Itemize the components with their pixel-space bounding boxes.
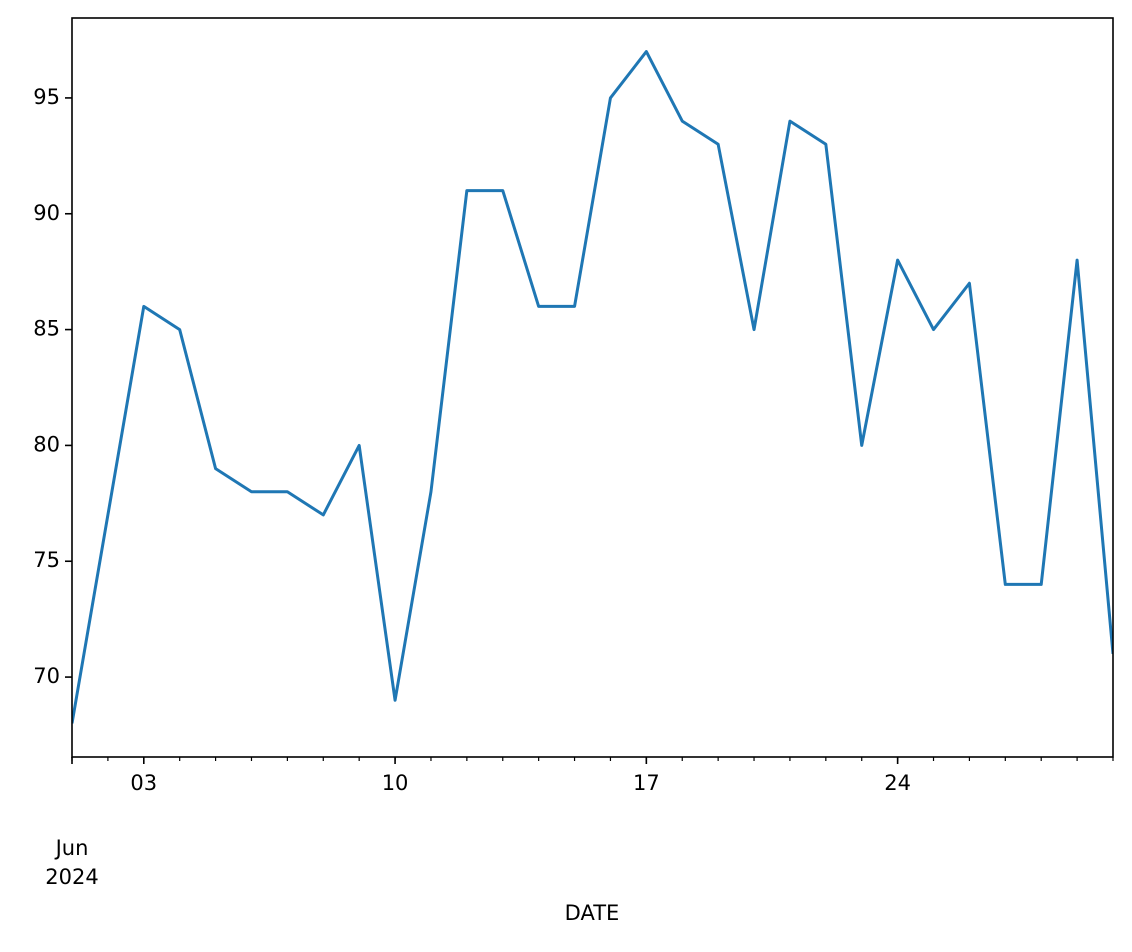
x-tick-label: 24 xyxy=(884,771,911,795)
x-period-label: Jun xyxy=(54,836,89,860)
x-tick-label: 17 xyxy=(633,771,660,795)
x-period-label: 2024 xyxy=(45,865,98,889)
y-tick-label: 70 xyxy=(33,664,60,688)
y-tick-label: 75 xyxy=(33,548,60,572)
data-line xyxy=(72,50,1113,724)
x-tick-label: 10 xyxy=(382,771,409,795)
plot-frame xyxy=(71,17,1114,758)
y-tick-label: 95 xyxy=(33,85,60,109)
y-tick-label: 85 xyxy=(33,317,60,341)
y-tick-label: 80 xyxy=(33,432,60,456)
y-tick-label: 90 xyxy=(33,201,60,225)
x-tick-label: 03 xyxy=(130,771,157,795)
x-axis-label: DATE xyxy=(565,901,620,925)
